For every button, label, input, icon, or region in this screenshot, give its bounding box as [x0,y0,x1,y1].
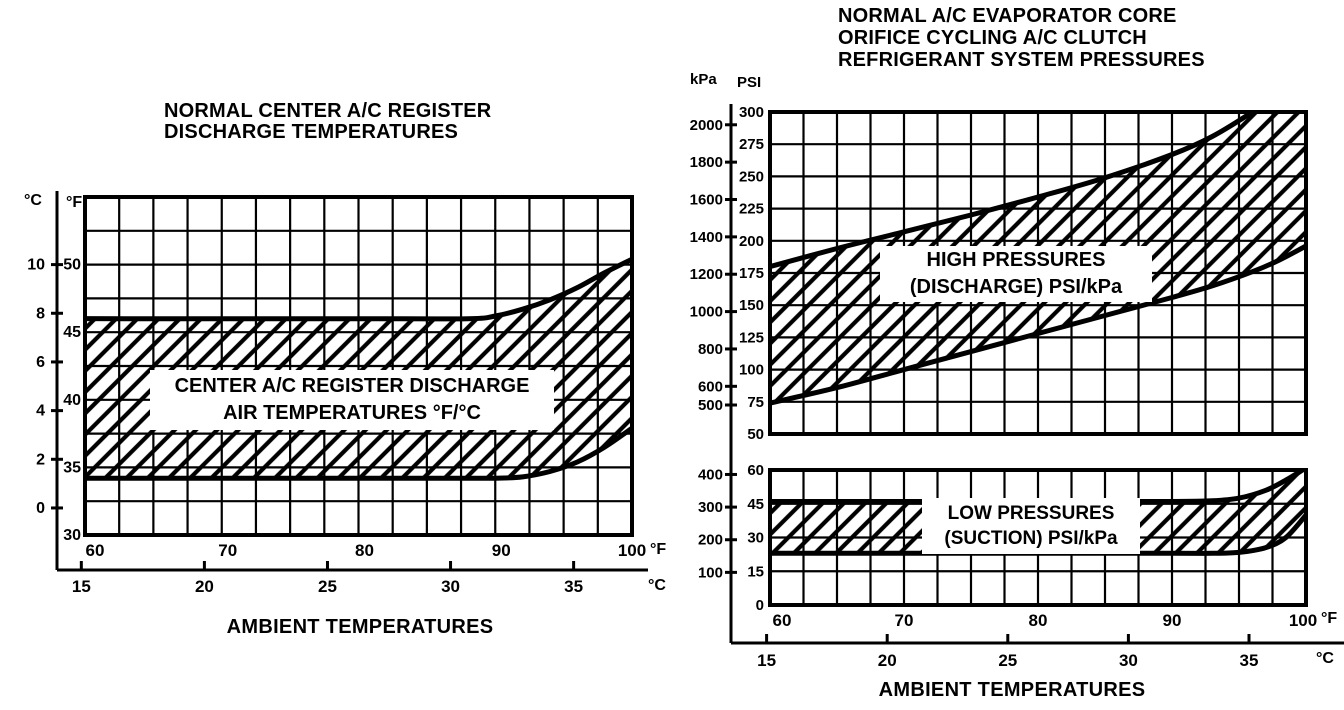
right-chart-title-line1: NORMAL A/C EVAPORATOR CORE [838,5,1177,27]
right-x-tick-c: 20 [878,651,897,670]
kpa-tick: 600 [698,378,723,395]
kpa-tick: 1000 [690,304,723,321]
left-x-tick-f: 70 [218,541,237,560]
kpa-tick: 1400 [690,229,723,246]
right-chart-title: NORMAL A/C EVAPORATOR CORE ORIFICE CYCLI… [838,5,1205,71]
right-x-tick-c: 25 [998,651,1017,670]
left-x-axis-fahrenheit-unit: °F [650,541,667,558]
right-x-axis-celsius-unit: °C [1316,650,1334,667]
kpa-tick: 300 [698,499,723,516]
right-x-tick-f: 70 [895,611,914,630]
register-band-label: CENTER A/C REGISTER DISCHARGE AIR TEMPER… [150,370,554,430]
left-x-tick-c: 30 [441,577,460,596]
band-lower-curve-high [770,243,1306,406]
left-x-tick-c: 15 [72,577,91,596]
left-x-tick-c: 35 [564,577,583,596]
band-lower-curve-register [85,426,632,481]
left-chart-title-line2: DISCHARGE TEMPERATURES [164,121,459,143]
left-x-axis-celsius-unit: °C [648,577,666,594]
right-chart-title-line3: REFRIGERANT SYSTEM PRESSURES [838,49,1205,71]
left-y-tick-c: 2 [36,451,45,468]
band-upper-curve-register [85,256,632,322]
left-y-axis-fahrenheit-unit: °F [66,194,83,211]
psi-tick: 60 [747,462,764,479]
left-chart-title-line1: NORMAL CENTER A/C REGISTER [164,100,492,122]
register-band-label-line2: AIR TEMPERATURES °F/°C [223,402,481,424]
high-pressures-band-label-line1: HIGH PRESSURES [926,249,1106,271]
right-x-tick-f: 90 [1163,611,1182,630]
kpa-tick: 2000 [690,117,723,134]
plot-box-high [768,110,1308,436]
left-y-tick-c: 8 [36,305,45,322]
psi-tick: 0 [756,597,764,614]
psi-tick: 275 [739,136,764,153]
left-y-tick-f: 45 [63,324,81,341]
left-y-tick-c: 10 [27,257,45,274]
psi-tick: 15 [747,563,764,580]
high-pressures-band-label-line2: (DISCHARGE) PSI/kPa [909,276,1123,298]
kpa-tick: 1800 [690,154,723,171]
psi-tick: 30 [747,530,764,547]
right-x-tick-c: 35 [1240,651,1259,670]
left-y-tick-f: 50 [63,257,81,274]
kpa-tick: 200 [698,532,723,549]
kpa-axis-unit: kPa [690,71,717,88]
left-y-tick-c: 0 [36,500,45,517]
right-x-axis-fahrenheit-unit: °F [1321,610,1338,627]
left-y-axis-celsius-unit: °C [24,192,42,209]
kpa-tick: 500 [698,397,723,414]
band-lower-curve-low [770,513,1306,556]
psi-tick: 150 [739,297,764,314]
plot-box-register [83,195,634,537]
psi-tick: 175 [739,265,764,282]
right-x-tick-c: 30 [1119,651,1138,670]
right-x-tick-c: 15 [757,651,776,670]
psi-tick: 225 [739,201,764,218]
plot-box-low [768,468,1308,607]
kpa-tick: 1200 [690,266,723,283]
high-pressures-band-label: HIGH PRESSURES (DISCHARGE) PSI/kPa [880,246,1152,302]
kpa-tick: 100 [698,564,723,581]
left-y-tick-f: 30 [63,527,81,544]
kpa-tick: 1600 [690,192,723,209]
psi-tick: 75 [747,394,764,411]
right-x-tick-f: 60 [773,611,792,630]
band-upper-curve-low [770,470,1306,505]
left-x-tick-f: 100 [618,541,646,560]
psi-tick: 125 [739,329,764,346]
left-y-tick-f: 40 [63,392,81,409]
right-chart-title-line2: ORIFICE CYCLING A/C CLUTCH [838,27,1147,49]
right-x-tick-f: 100 [1289,611,1317,630]
left-y-tick-c: 4 [36,403,45,420]
left-x-tick-c: 20 [195,577,214,596]
low-pressures-band-label-line2: (SUCTION) PSI/kPa [944,528,1118,549]
psi-tick: 45 [747,496,764,513]
right-x-tick-f: 80 [1029,611,1048,630]
psi-tick: 300 [739,104,764,121]
low-pressures-band-label-line1: LOW PRESSURES [947,503,1115,524]
psi-tick: 100 [739,362,764,379]
kpa-tick: 400 [698,466,723,483]
left-x-tick-f: 80 [355,541,374,560]
band-upper-curve-high [770,112,1257,269]
left-chart-title: NORMAL CENTER A/C REGISTER DISCHARGE TEM… [164,101,491,143]
psi-tick: 200 [739,233,764,250]
left-x-tick-c: 25 [318,577,337,596]
low-pressures-band-label: LOW PRESSURES (SUCTION) PSI/kPa [922,498,1140,554]
register-band-label-line1: CENTER A/C REGISTER DISCHARGE [174,375,530,397]
kpa-tick: 800 [698,341,723,358]
psi-tick: 250 [739,168,764,185]
psi-axis-unit: PSI [737,74,762,91]
left-x-axis-caption: AMBIENT TEMPERATURES [226,616,494,638]
left-x-tick-f: 90 [492,541,511,560]
left-y-tick-c: 6 [36,354,45,371]
left-x-tick-f: 60 [86,541,105,560]
left-y-tick-f: 35 [63,459,81,476]
right-x-axis-caption: AMBIENT TEMPERATURES [878,679,1146,701]
psi-tick: 50 [747,426,764,443]
